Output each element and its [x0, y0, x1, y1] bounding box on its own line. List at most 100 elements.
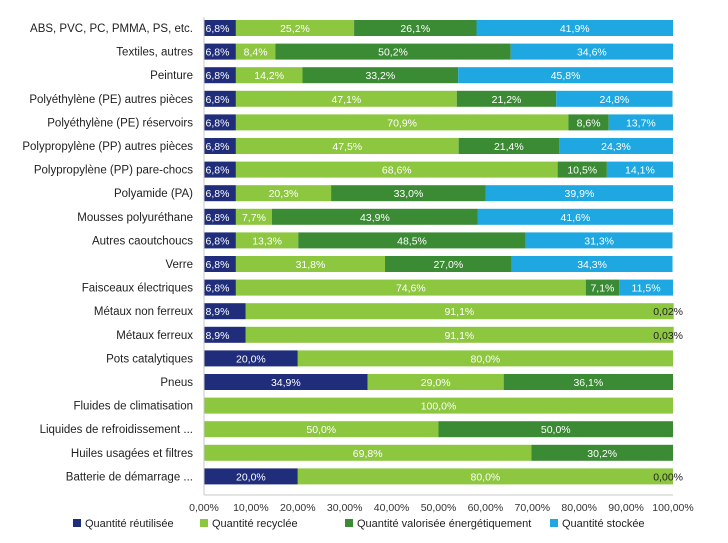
bar-segment: [525, 232, 673, 249]
bar-segment: [511, 256, 673, 272]
data-label: 13,7%: [626, 117, 656, 129]
bar-segment: [204, 256, 236, 272]
data-label: 45,8%: [551, 70, 581, 82]
bar-segment: [204, 326, 246, 343]
bar-segment: [458, 138, 560, 154]
x-axis: 0,00% 10,00% 20,00% 30,00% 40,00% 50,00% 60,00…: [189, 17, 694, 514]
bar-segment: [235, 161, 558, 178]
data-label: 43,9%: [360, 212, 390, 224]
data-label: 74,6%: [396, 283, 426, 295]
bar-segment: [204, 444, 532, 461]
legend-label: Quantité valorisée énergétiquement: [357, 518, 531, 530]
x-tick-label: 30,00%: [327, 502, 363, 514]
legend-label: Quantité recyclée: [212, 518, 298, 530]
bar-segment: [235, 90, 457, 107]
legend-swatch: [200, 519, 208, 527]
bar-segment: [385, 256, 512, 272]
x-tick-label: 80,00%: [561, 502, 597, 514]
x-tick-label: 70,00%: [514, 502, 550, 514]
category-label: Polyéthylène (PE) réservoirs: [47, 117, 193, 129]
legend-swatch: [345, 519, 353, 527]
legend-label: Quantité réutilisée: [85, 518, 174, 530]
bar-segment: [298, 232, 526, 249]
bar-segment: [608, 114, 673, 131]
data-label: 11,5%: [632, 283, 661, 295]
category-label: Métaux non ferreux: [94, 306, 193, 318]
bar-segment: [568, 114, 609, 131]
data-label: 27,0%: [433, 259, 463, 271]
data-label: 21,2%: [492, 94, 522, 106]
category-label: Liquides de refroidissement ...: [40, 424, 193, 436]
bar-segment: [235, 114, 569, 131]
data-label: 10,5%: [567, 165, 597, 177]
bar-segment: [275, 43, 511, 60]
bar-segment: [235, 232, 299, 249]
bar-segment: [204, 421, 439, 438]
bar-segment: [204, 303, 246, 320]
bar-segment: [456, 90, 557, 107]
bar-segment: [204, 90, 236, 107]
data-label: 6,8%: [206, 94, 230, 106]
category-label: Faisceaux électriques: [82, 283, 193, 295]
value-labels: 6,8% 25,2% 26,1% 41,9% 6,8% 8,4% 50,2% 34,6% 6,8…: [206, 23, 684, 483]
data-label: 6,8%: [206, 188, 230, 200]
bar-segment: [559, 138, 673, 154]
data-label: 6,8%: [206, 141, 230, 153]
category-label: Peinture: [150, 70, 193, 82]
bars: [204, 20, 674, 485]
category-label: ABS, PVC, PC, PMMA, PS, etc.: [30, 23, 193, 35]
category-label: Polyamide (PA): [114, 188, 193, 200]
bar-segment: [510, 43, 673, 60]
data-label: 13,3%: [252, 235, 282, 247]
data-label: 91,1%: [444, 330, 474, 342]
legend: Quantité réutilisée Quantité recyclée Quan…: [73, 518, 645, 530]
bar-segment: [204, 138, 236, 154]
data-label: 91,1%: [444, 306, 474, 318]
bar-segment: [606, 161, 673, 178]
data-label: 39,9%: [565, 188, 595, 200]
category-label: Textiles, autres: [116, 47, 193, 59]
data-label: 50,0%: [541, 424, 571, 436]
data-label: 6,8%: [206, 23, 230, 35]
data-label: 0,00%: [653, 471, 683, 483]
legend-swatch: [550, 519, 558, 527]
bar-segment: [235, 208, 273, 225]
bar-segment: [235, 20, 355, 36]
bar-segment: [477, 208, 673, 225]
x-tick-label: 50,00%: [421, 502, 457, 514]
category-labels: ABS, PVC, PC, PMMA, PS, etc. Textiles, au…: [22, 23, 193, 483]
data-label: 26,1%: [400, 23, 430, 35]
bar-segment: [531, 444, 673, 461]
data-label: 80,0%: [471, 353, 501, 365]
bar-segment: [235, 43, 276, 60]
bar-segment: [245, 326, 673, 343]
category-label: Polypropylène (PP) autres pièces: [22, 141, 193, 153]
bar-segment: [204, 208, 236, 225]
bar-segment: [354, 20, 477, 36]
data-label: 29,0%: [421, 377, 451, 389]
bar-segment: [204, 468, 298, 485]
bar-segment: [302, 67, 459, 84]
bar-segment: [476, 20, 673, 36]
data-label: 24,3%: [601, 141, 631, 153]
bar-segment: [673, 303, 674, 320]
data-label: 31,8%: [296, 259, 326, 271]
data-label: 20,0%: [236, 471, 266, 483]
bar-segment: [367, 374, 504, 390]
bar-segment: [235, 279, 586, 296]
data-label: 68,6%: [382, 165, 412, 177]
category-label: Polyéthylène (PE) autres pièces: [29, 94, 193, 106]
bar-segment: [619, 279, 673, 296]
bar-segment: [204, 232, 236, 249]
x-tick-label: 20,00%: [280, 502, 316, 514]
data-label: 7,7%: [242, 212, 266, 224]
category-label: Batterie de démarrage ...: [66, 471, 193, 483]
bar-segment: [235, 67, 303, 84]
data-label: 14,1%: [625, 165, 655, 177]
bar-segment: [235, 185, 332, 202]
data-label: 6,8%: [206, 235, 230, 247]
data-label: 8,9%: [206, 330, 230, 342]
bar-segment: [585, 279, 620, 296]
bar-segment: [458, 67, 673, 84]
